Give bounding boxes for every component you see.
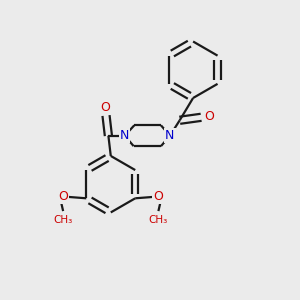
Text: O: O xyxy=(153,190,163,203)
Text: O: O xyxy=(100,101,110,114)
Text: O: O xyxy=(58,190,68,203)
Text: N: N xyxy=(120,129,129,142)
Text: CH₃: CH₃ xyxy=(149,215,168,225)
Text: N: N xyxy=(165,129,175,142)
Text: CH₃: CH₃ xyxy=(53,215,73,225)
Text: O: O xyxy=(205,110,214,123)
